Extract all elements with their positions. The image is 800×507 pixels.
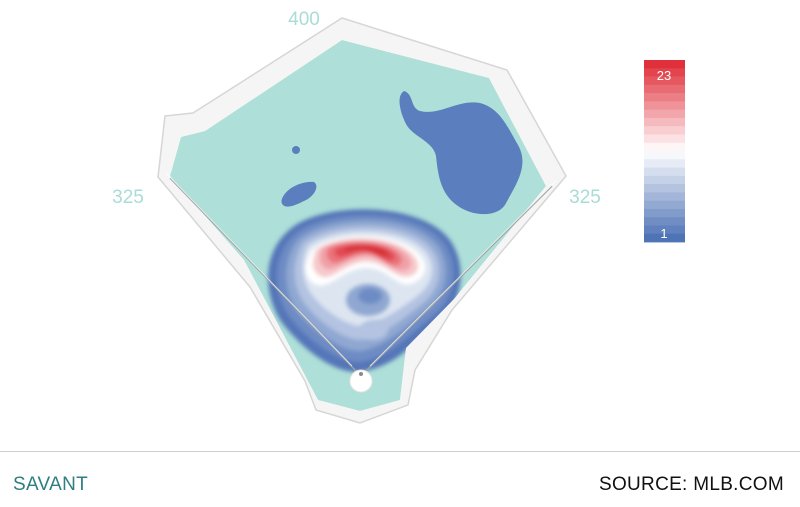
spray-chart: 400 325 325 23 1 bbox=[112, 9, 685, 424]
scale-band bbox=[644, 167, 685, 177]
scale-band bbox=[644, 142, 685, 152]
scale-band bbox=[644, 151, 685, 160]
scale-band bbox=[644, 109, 685, 119]
footer-divider bbox=[0, 451, 800, 452]
scale-band bbox=[644, 84, 685, 94]
scale-band bbox=[644, 225, 685, 235]
scale-band bbox=[644, 126, 685, 135]
color-scale-legend bbox=[644, 60, 685, 243]
right-foul-line bbox=[365, 185, 553, 372]
scale-band bbox=[644, 134, 685, 144]
contour-left-center-small bbox=[292, 146, 300, 154]
scale-band bbox=[644, 217, 685, 226]
rf-distance-label: 325 bbox=[569, 187, 601, 208]
cf-distance-label: 400 bbox=[288, 9, 320, 30]
scale-max-label: 23 bbox=[657, 68, 671, 83]
left-foul-line bbox=[169, 177, 357, 372]
savant-brand[interactable]: SAVANT bbox=[13, 474, 88, 495]
contour-right-center bbox=[399, 91, 523, 215]
scale-band bbox=[644, 200, 685, 210]
contour-left-center bbox=[281, 181, 317, 207]
home-plate-circle bbox=[349, 369, 373, 393]
scale-min-label: 1 bbox=[660, 226, 667, 241]
scale-band bbox=[644, 60, 685, 69]
scale-band bbox=[644, 117, 685, 127]
scale-band bbox=[644, 192, 685, 202]
field-surface bbox=[170, 40, 546, 411]
scale-band bbox=[644, 159, 685, 168]
contour-middle bbox=[346, 284, 390, 340]
contour-center bbox=[268, 209, 461, 373]
scale-band bbox=[644, 93, 685, 102]
scale-band bbox=[644, 184, 685, 193]
home-plate bbox=[359, 372, 363, 376]
scale-band bbox=[644, 101, 685, 111]
scale-band bbox=[644, 175, 685, 185]
lf-distance-label: 325 bbox=[112, 187, 144, 208]
scale-band bbox=[644, 76, 685, 86]
source-credit: SOURCE: MLB.COM bbox=[598, 474, 784, 495]
scale-band bbox=[644, 208, 685, 218]
scale-band bbox=[644, 68, 685, 77]
scale-band bbox=[644, 233, 685, 243]
